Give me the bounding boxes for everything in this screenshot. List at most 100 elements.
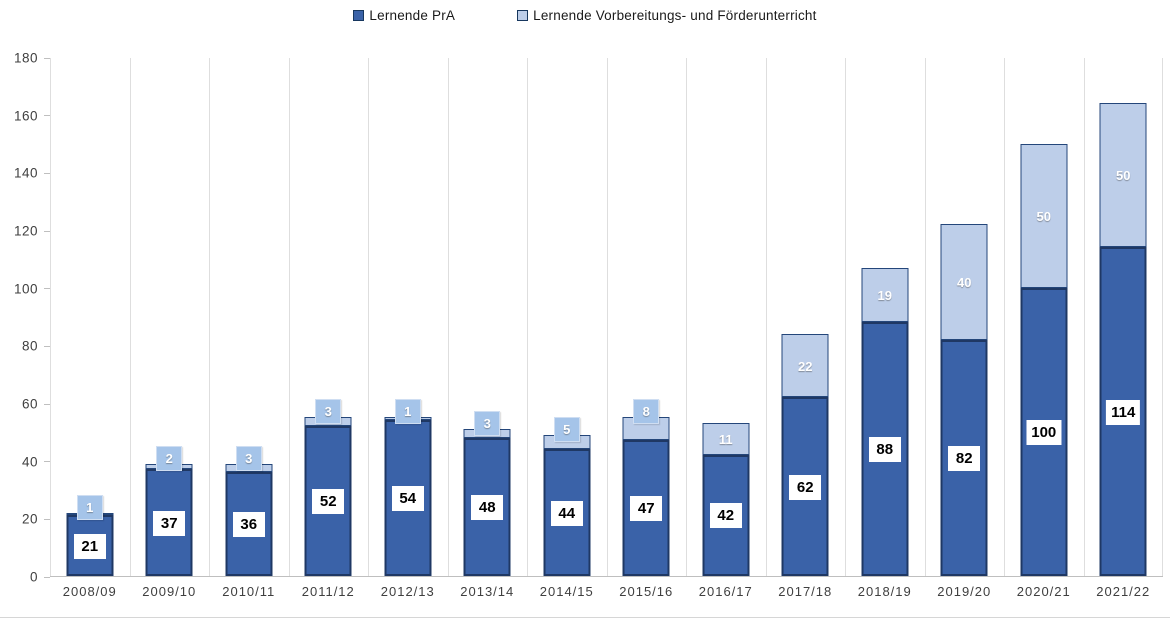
bar-slot: 48 3 <box>448 58 528 576</box>
data-label-vorbereitung: 1 <box>76 494 103 520</box>
gridline <box>447 58 449 576</box>
bar-segment-vorbereitung <box>1020 143 1068 288</box>
x-tick-label: 2020/21 <box>1016 584 1071 599</box>
y-tick-label: 60 <box>21 396 38 412</box>
legend-swatch-light-icon <box>517 10 529 21</box>
legend-item-pra: Lernende PrA <box>353 8 455 23</box>
y-axis: 0 20 40 60 80 100 120 140 160 180 <box>0 51 50 585</box>
y-tick-label: 80 <box>21 338 38 354</box>
y-tick-label: 0 <box>29 569 38 585</box>
gridline <box>527 58 528 576</box>
x-axis: 2008/09 2009/10 2010/11 2011/12 2012/13 2013/… <box>50 584 1163 604</box>
gridline <box>765 58 767 576</box>
y-tick-mark <box>44 345 50 347</box>
data-label-vorbereitung: 50 <box>1116 168 1131 184</box>
data-label-pra: 62 <box>789 474 822 500</box>
data-label-pra: 100 <box>1026 419 1062 445</box>
y-tick-label: 20 <box>21 511 38 527</box>
gridline <box>288 58 290 576</box>
x-tick-label: 2017/18 <box>778 584 833 599</box>
y-tick-mark <box>44 230 50 232</box>
x-tick-label: 2008/09 <box>62 584 117 599</box>
legend-item-vorbereitung: Lernende Vorbereitungs- und Förderunterr… <box>517 8 816 23</box>
y-tick-label: 40 <box>21 454 38 470</box>
y-tick-mark <box>44 403 50 405</box>
bar-slot: 47 8 <box>607 58 687 576</box>
bar-segment-vorbereitung <box>1099 103 1147 248</box>
bar-segment-vorbereitung <box>781 333 829 398</box>
x-tick-label: 2013/14 <box>460 584 515 599</box>
data-label-pra: 21 <box>73 533 106 559</box>
data-label-pra: 82 <box>948 445 981 471</box>
x-tick-label: 2009/10 <box>142 584 197 599</box>
x-tick-label: 2012/13 <box>380 584 435 599</box>
data-label-vorbereitung: 11 <box>718 432 733 448</box>
y-tick-mark <box>44 58 50 59</box>
y-tick-mark <box>44 461 50 463</box>
bar-slot: 88 19 <box>845 58 925 576</box>
data-label-pra: 52 <box>312 489 345 515</box>
bar-slot: 44 5 <box>527 58 607 576</box>
y-tick-mark <box>44 518 50 520</box>
data-label-pra: 36 <box>232 512 265 538</box>
gridline <box>845 58 846 576</box>
x-tick-label: 2016/17 <box>698 584 753 599</box>
y-tick-label: 100 <box>13 281 38 297</box>
data-label-pra: 42 <box>709 503 742 529</box>
data-label-pra: 88 <box>868 437 901 463</box>
bar-slot: 52 3 <box>289 58 369 576</box>
y-tick-label: 160 <box>13 108 38 124</box>
data-label-vorbereitung: 3 <box>474 410 501 436</box>
data-label-vorbereitung: 5 <box>553 416 580 442</box>
data-label-pra: 47 <box>630 496 663 522</box>
legend: Lernende PrA Lernende Vorbereitungs- und… <box>0 8 1170 23</box>
bottom-divider <box>0 617 1170 618</box>
data-label-pra: 44 <box>550 500 583 526</box>
plot-area: 21 1 37 2 36 3 52 3 54 1 48 3 44 5 47 8 42 11 62 22 88 19 82 40… <box>50 58 1163 577</box>
gridline <box>368 58 369 576</box>
bar-slot: 114 50 <box>1084 58 1164 576</box>
gridline <box>50 58 51 576</box>
bar-slot: 37 2 <box>130 58 210 576</box>
y-tick-label: 120 <box>13 223 38 239</box>
data-label-pra: 114 <box>1106 399 1141 425</box>
y-tick-mark <box>44 576 50 578</box>
bar-segment-vorbereitung <box>861 267 909 323</box>
bar-slot: 42 11 <box>686 58 766 576</box>
legend-swatch-dark-icon <box>353 10 365 21</box>
y-tick-mark <box>44 172 50 174</box>
data-label-vorbereitung: 22 <box>798 358 813 374</box>
data-label-vorbereitung: 1 <box>394 399 421 425</box>
gridline <box>1162 58 1163 576</box>
y-tick-mark <box>44 115 50 117</box>
data-label-vorbereitung: 3 <box>315 399 342 425</box>
bar-slot: 21 1 <box>50 58 130 576</box>
data-label-pra: 54 <box>391 486 424 512</box>
x-tick-label: 2018/19 <box>857 584 912 599</box>
gridline <box>129 58 131 576</box>
gridline <box>924 58 926 576</box>
bar-segment-vorbereitung <box>702 423 750 455</box>
bar-slot: 54 1 <box>368 58 448 576</box>
gridline <box>686 58 687 576</box>
x-tick-label: 2019/20 <box>937 584 992 599</box>
x-tick-label: 2010/11 <box>222 584 276 599</box>
data-label-pra: 37 <box>153 510 186 536</box>
bar-slot: 82 40 <box>925 58 1005 576</box>
data-label-pra: 48 <box>471 494 504 520</box>
legend-label-pra: Lernende PrA <box>369 8 456 23</box>
x-tick-label: 2014/15 <box>539 584 594 599</box>
gridline <box>209 58 210 576</box>
bar-slot: 36 3 <box>209 58 289 576</box>
gridline <box>606 58 608 576</box>
x-tick-label: 2021/22 <box>1096 584 1151 599</box>
data-label-vorbereitung: 8 <box>633 399 660 425</box>
y-tick-mark <box>44 288 50 290</box>
data-label-vorbereitung: 2 <box>156 445 183 471</box>
data-label-vorbereitung: 50 <box>1036 208 1051 224</box>
bar-slot: 62 22 <box>766 58 846 576</box>
x-tick-label: 2015/16 <box>619 584 674 599</box>
y-tick-label: 180 <box>13 50 38 66</box>
x-tick-label: 2011/12 <box>301 584 355 599</box>
